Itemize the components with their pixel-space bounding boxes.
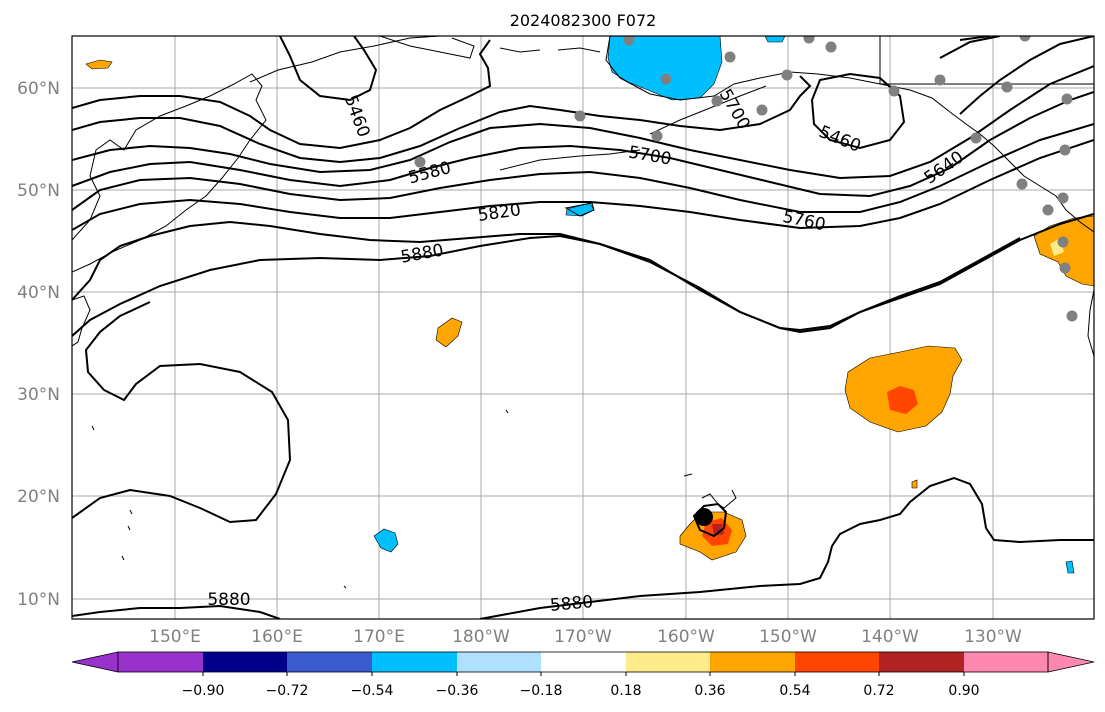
station-marker: [1057, 192, 1069, 204]
map-frame: [71, 35, 1095, 620]
station-marker: [934, 74, 946, 86]
station-marker: [1059, 262, 1071, 274]
colorbar-tick-label: −0.54: [351, 683, 394, 699]
lon-label-130W: 130°W: [964, 627, 1022, 647]
station-markers: [414, 36, 1078, 322]
colorbar-segment: [626, 652, 710, 672]
colorbar-outline: [117, 651, 1049, 673]
station-marker: [711, 95, 723, 107]
height-contours: [72, 36, 1094, 619]
colorbar-segment: [879, 652, 964, 672]
anomaly-shading: [85, 36, 1094, 574]
station-marker: [1057, 236, 1069, 248]
negative-region-alaska-light: [764, 36, 786, 43]
colorbar-segment: [710, 652, 795, 672]
station-marker: [660, 73, 672, 85]
lat-label-30N: 30°N: [17, 385, 60, 405]
colorbar-tick-label: −0.36: [436, 683, 479, 699]
colorbar-segment: [203, 652, 287, 672]
lat-label-20N: 20°N: [17, 487, 60, 507]
negative-region-east: [1065, 560, 1075, 574]
colorbar-extend-low: [71, 651, 119, 673]
colorbar-segment: [118, 652, 203, 672]
lon-label-170W: 170°W: [554, 627, 612, 647]
lon-label-170E: 170°E: [353, 627, 405, 647]
colorbar-tick-label: 0.54: [779, 683, 810, 699]
lon-labels: 150°E 160°E 170°E 180°W 170°W 160°W 150°…: [149, 627, 1022, 647]
colorbar-tick-label: −0.18: [520, 683, 563, 699]
colorbar: −0.90 −0.72 −0.54 −0.36 −0.18 0.18 0.36 …: [71, 651, 1095, 699]
colorbar-tick-label: 0.90: [948, 683, 979, 699]
negative-region-southwest: [373, 528, 399, 553]
positive-region-east-core: [887, 386, 918, 414]
lon-label-180W: 180°W: [452, 627, 510, 647]
negative-region-alaska: [607, 36, 723, 101]
lon-label-140W: 140°W: [861, 627, 919, 647]
station-marker: [1066, 310, 1078, 322]
station-marker: [651, 130, 663, 142]
station-marker: [1016, 178, 1028, 190]
station-marker: [574, 110, 586, 122]
station-marker: [825, 41, 837, 53]
station-marker: [1059, 144, 1071, 156]
station-marker: [414, 156, 426, 168]
station-marker: [1061, 93, 1073, 105]
station-marker: [1001, 81, 1013, 93]
colorbar-extend-high: [1047, 651, 1095, 673]
lat-label-60N: 60°N: [17, 79, 60, 99]
station-marker: [756, 104, 768, 116]
colorbar-tick-label: 0.18: [610, 683, 641, 699]
station-marker: [803, 36, 815, 44]
positive-region-small-nw: [85, 59, 113, 70]
colorbar-tick-label: 0.36: [694, 683, 725, 699]
colorbar-tick-label: 0.72: [863, 683, 894, 699]
colorbar-tick-label: −0.72: [266, 683, 309, 699]
colorbar-segment: [287, 652, 372, 672]
station-marker: [1019, 36, 1031, 42]
lat-label-10N: 10°N: [17, 590, 60, 610]
lon-label-150W: 150°W: [759, 627, 817, 647]
positive-region-hawaii-inner: [712, 524, 724, 536]
lon-label-160E: 160°E: [251, 627, 303, 647]
station-marker: [724, 51, 736, 63]
colorbar-segment: [372, 652, 457, 672]
contour-label-5880-southwest: 5880: [207, 590, 250, 610]
map-title: 2024082300 F072: [510, 11, 657, 30]
colorbar-segment: [795, 652, 879, 672]
station-marker: [623, 36, 635, 46]
colorbar-segment: [457, 652, 541, 672]
lon-label-160W: 160°W: [657, 627, 715, 647]
cyclone-marker: [695, 508, 713, 526]
positive-region-central: [435, 317, 463, 348]
positive-region-tiny: [911, 479, 918, 489]
lat-labels: 10°N 20°N 30°N 40°N 50°N 60°N: [17, 79, 60, 610]
colorbar-segment: [964, 652, 1048, 672]
station-marker: [781, 69, 793, 81]
station-marker: [1042, 204, 1054, 216]
positive-region-oregon: [1033, 215, 1094, 287]
contour-label-5880-south: 5880: [549, 592, 594, 616]
colorbar-segment: [541, 652, 626, 672]
station-marker: [888, 85, 900, 97]
lat-label-50N: 50°N: [17, 181, 60, 201]
lat-label-40N: 40°N: [17, 283, 60, 303]
station-marker: [970, 132, 982, 144]
colorbar-tick-label: −0.90: [182, 683, 225, 699]
lon-label-150E: 150°E: [149, 627, 201, 647]
